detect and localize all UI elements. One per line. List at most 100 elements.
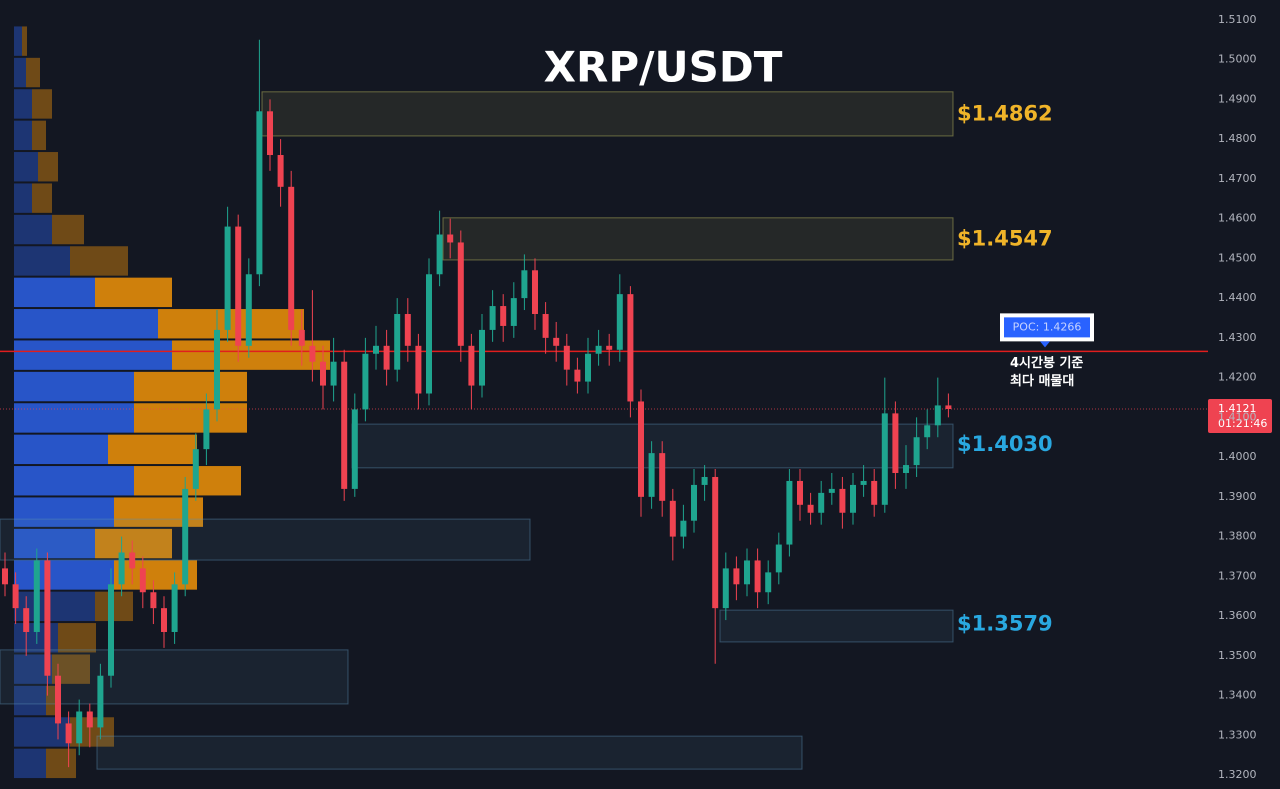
profile-up (14, 214, 52, 245)
candle-body (245, 274, 252, 346)
candle-body (871, 480, 878, 505)
y-tick-label: 1.3900 (1218, 490, 1257, 503)
candle-body (807, 504, 814, 513)
profile-up (14, 497, 114, 527)
candle-body (33, 560, 40, 632)
candle-body (563, 345, 570, 370)
y-tick-label: 1.4500 (1218, 251, 1257, 264)
candle-body (76, 711, 83, 744)
overlay: $1.4862 $1.4547 $1.4030 $1.3579 POC: 1.4266 4… (957, 101, 1272, 635)
candle-body (924, 425, 931, 438)
profile-down (158, 309, 304, 339)
candle-body (235, 226, 242, 346)
candle-body (489, 306, 496, 330)
level-label: $1.3579 (957, 611, 1053, 635)
candle-body (129, 552, 136, 569)
profile-down (58, 623, 96, 653)
candle-body (139, 568, 146, 593)
profile-up (14, 528, 95, 559)
profile-up (14, 277, 95, 308)
candle-body (479, 329, 485, 386)
y-tick-label: 1.3200 (1218, 768, 1257, 781)
profile-up (14, 466, 134, 496)
candle-body (542, 314, 549, 338)
candle-body (765, 572, 772, 593)
y-tick-label: 1.4900 (1218, 92, 1257, 105)
candle-body (351, 409, 358, 489)
candle-body (44, 560, 51, 676)
candle-body (510, 298, 517, 326)
candle-body (606, 345, 613, 350)
y-tick-label: 1.5000 (1218, 53, 1257, 66)
candle-body (945, 405, 952, 410)
profile-up (14, 748, 46, 779)
candle-body (330, 361, 337, 386)
candle-body (500, 306, 507, 326)
candle-body (55, 675, 61, 724)
candle-body (850, 484, 856, 513)
candle-body (118, 552, 125, 585)
candle-body (341, 361, 348, 489)
candle-body (171, 584, 178, 632)
candle-body (903, 465, 909, 474)
y-tick-label: 1.3700 (1218, 569, 1257, 582)
profile-up (14, 371, 134, 402)
last-price-label: 1.4121 (1218, 402, 1257, 415)
candle-body (203, 409, 210, 450)
candle-body (383, 345, 390, 370)
candle-body (691, 484, 697, 521)
y-tick-label: 1.3800 (1218, 530, 1257, 543)
y-tick-label: 1.3600 (1218, 609, 1257, 622)
profile-up (14, 403, 134, 433)
countdown: 01:21:46 (1218, 417, 1267, 430)
candle-body (701, 476, 708, 485)
profile-up (14, 120, 32, 151)
candle-body (436, 234, 443, 275)
chart-title: XRP/USDT (544, 43, 783, 92)
candle-body (182, 488, 189, 585)
candle-body (521, 270, 528, 299)
candle-body (150, 592, 157, 609)
candle-body (712, 476, 719, 609)
candle-body (256, 111, 263, 275)
profile-down (38, 152, 58, 182)
candle-body (214, 329, 220, 410)
zone (0, 649, 349, 705)
candle-body (65, 723, 72, 744)
candle-body (669, 500, 676, 537)
profile-up (14, 434, 108, 465)
candle-body (394, 314, 401, 370)
profile-up (14, 246, 70, 276)
candle-body (224, 226, 231, 330)
poc-pointer (1040, 341, 1050, 348)
candle-body (23, 608, 30, 632)
candle-body (839, 488, 846, 513)
candle-body (680, 520, 687, 537)
profile-down (95, 277, 172, 308)
profile-up (14, 57, 26, 88)
candle-body (97, 675, 104, 728)
candle-body (309, 345, 316, 362)
profile-down (70, 246, 128, 276)
y-tick-label: 1.4800 (1218, 132, 1257, 145)
level-label: $1.4862 (957, 101, 1053, 125)
candle-body (404, 314, 411, 346)
candle-body (754, 560, 761, 593)
candle-body (415, 345, 422, 394)
y-tick-label: 1.4000 (1218, 450, 1257, 463)
candle-body (320, 361, 326, 386)
y-tick-label: 1.5100 (1218, 13, 1257, 26)
candle-body (648, 453, 655, 497)
candle-body (733, 568, 740, 585)
poc-note: 4시간봉 기준 (1010, 355, 1083, 371)
candle-body (468, 345, 475, 386)
candle-body (288, 186, 295, 330)
candles (2, 39, 952, 768)
candle-body (267, 111, 273, 156)
profile-up (14, 560, 114, 590)
profile-down (134, 403, 247, 433)
candle-body (786, 480, 793, 545)
zone (261, 91, 954, 137)
candle-body (638, 401, 644, 497)
